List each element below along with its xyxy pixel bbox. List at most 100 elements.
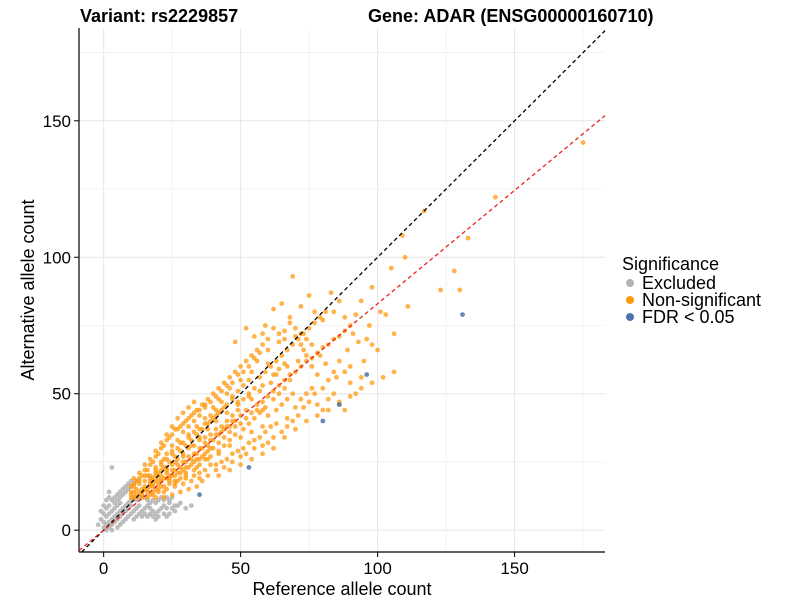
- data-point: [208, 462, 213, 468]
- data-point: [241, 445, 246, 451]
- data-point: [268, 424, 274, 429]
- data-point: [142, 484, 148, 489]
- data-point: [241, 396, 246, 402]
- data-point: [213, 467, 219, 473]
- data-point: [279, 429, 285, 435]
- data-point: [199, 454, 205, 459]
- data-point: [290, 391, 296, 397]
- data-point: [197, 470, 202, 476]
- data-point: [290, 274, 296, 279]
- data-point: [347, 380, 353, 386]
- data-point: [221, 465, 227, 470]
- data-point: [235, 399, 241, 405]
- data-point: [128, 503, 134, 508]
- data-point: [358, 298, 364, 304]
- data-point: [106, 495, 112, 500]
- data-point: [325, 377, 331, 383]
- data-point: [147, 473, 153, 478]
- data-point: [271, 325, 276, 331]
- data-point: [164, 432, 170, 437]
- data-point: [169, 492, 175, 498]
- data-point: [227, 429, 233, 435]
- data-point: [205, 396, 211, 402]
- data-point: [260, 424, 265, 429]
- data-point: [172, 508, 178, 514]
- data-point: [224, 410, 230, 416]
- data-point: [276, 366, 282, 372]
- data-point: [251, 385, 257, 391]
- data-point: [347, 394, 353, 399]
- data-point: [282, 435, 287, 440]
- data-point: [216, 440, 222, 446]
- data-point: [175, 415, 181, 421]
- data-point: [260, 399, 265, 405]
- data-point: [243, 325, 249, 331]
- data-point: [241, 426, 246, 432]
- data-point: [438, 287, 443, 293]
- data-point: [293, 426, 298, 432]
- data-point: [276, 331, 282, 337]
- data-point: [188, 462, 194, 468]
- data-point: [364, 372, 370, 377]
- data-point: [95, 522, 101, 528]
- data-point: [188, 478, 194, 484]
- title-gene: Gene: ADAR (ENSG00000160710): [368, 6, 653, 26]
- data-point: [178, 489, 183, 495]
- data-point: [249, 456, 255, 462]
- data-point: [191, 399, 197, 405]
- data-point: [287, 320, 293, 326]
- data-point: [336, 358, 342, 364]
- data-point: [342, 314, 348, 320]
- data-point: [238, 377, 244, 383]
- axes: [78, 28, 605, 553]
- data-point: [257, 374, 263, 380]
- data-point: [98, 516, 104, 522]
- data-point: [243, 358, 249, 364]
- data-point: [232, 369, 238, 375]
- data-point: [312, 391, 317, 397]
- data-point: [164, 437, 170, 443]
- data-point: [232, 424, 238, 429]
- data-point: [145, 489, 150, 495]
- data-point: [221, 435, 227, 440]
- data-point: [153, 448, 159, 454]
- data-point: [304, 336, 309, 342]
- data-point: [230, 413, 235, 418]
- data-point: [336, 298, 342, 304]
- data-point: [276, 339, 282, 345]
- data-point: [219, 424, 224, 429]
- data-point: [254, 347, 260, 353]
- data-point: [199, 478, 205, 484]
- data-point: [309, 364, 315, 369]
- data-point: [304, 418, 309, 424]
- identity-line: [81, 30, 606, 553]
- data-point: [142, 478, 148, 484]
- legend-key-excluded: [626, 279, 634, 287]
- legend-label-excluded: Excluded: [642, 273, 716, 293]
- data-point: [224, 391, 230, 397]
- data-point: [287, 314, 293, 320]
- data-point: [276, 391, 282, 397]
- data-point: [161, 495, 167, 500]
- data-point: [202, 435, 208, 440]
- data-point: [235, 407, 241, 413]
- data-point: [265, 413, 271, 418]
- data-point: [375, 347, 380, 353]
- data-point: [210, 391, 216, 397]
- data-point: [183, 505, 189, 511]
- data-point: [249, 353, 255, 358]
- data-point: [391, 369, 397, 375]
- data-point: [336, 334, 342, 339]
- legend: Significance Excluded Non-significant FD…: [622, 254, 761, 327]
- data-point: [314, 402, 320, 407]
- data-point: [158, 445, 164, 451]
- data-point: [224, 418, 230, 424]
- data-point: [342, 407, 348, 413]
- data-point: [213, 426, 219, 432]
- data-point: [369, 284, 375, 290]
- data-point: [246, 440, 252, 446]
- data-point: [194, 465, 200, 470]
- data-point: [293, 405, 298, 410]
- data-point: [268, 380, 274, 386]
- x-tick-label: 50: [231, 559, 250, 578]
